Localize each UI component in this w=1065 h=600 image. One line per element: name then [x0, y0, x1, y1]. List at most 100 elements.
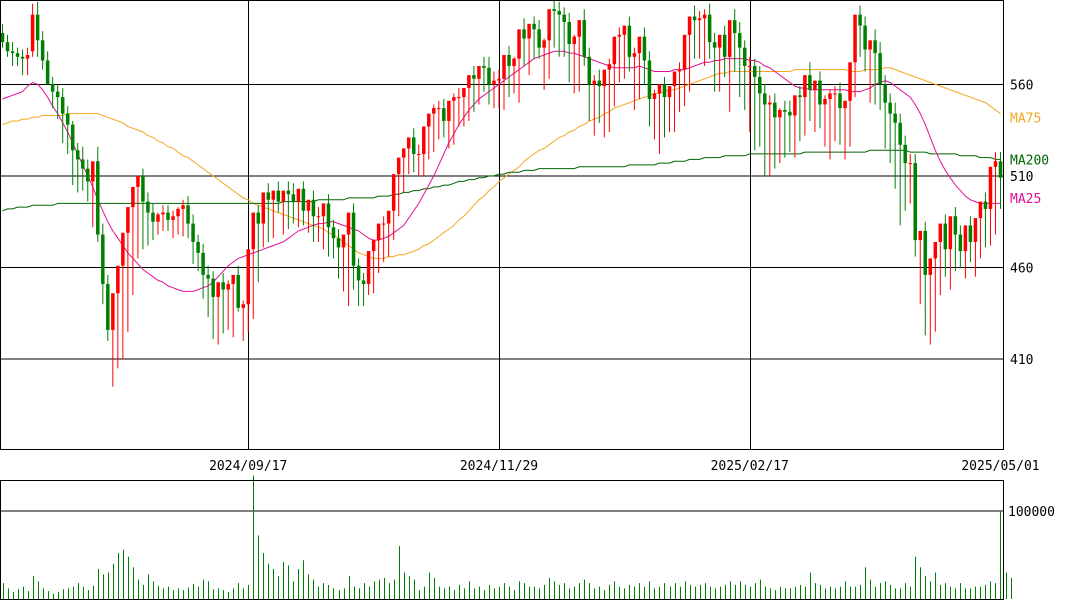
candle-body	[106, 284, 110, 330]
candle	[447, 100, 451, 149]
price-tick-label: 410	[1010, 353, 1033, 368]
candle	[928, 258, 933, 345]
candle-body	[286, 190, 291, 195]
candle	[291, 183, 296, 224]
candle-body	[35, 14, 40, 41]
candle-body	[221, 282, 225, 290]
candle	[166, 205, 170, 231]
candle-body	[146, 201, 150, 213]
candle	[201, 243, 205, 299]
candle-body	[291, 194, 296, 202]
candle-body	[753, 65, 757, 77]
candle-body	[216, 282, 220, 297]
candle-body	[572, 36, 576, 44]
candle-body	[557, 10, 561, 15]
legend-ma200: MA200	[1010, 153, 1049, 168]
candle-body	[316, 216, 321, 218]
candle-body	[843, 100, 847, 109]
candle	[657, 84, 662, 154]
candle-body	[993, 161, 998, 167]
candle	[632, 47, 637, 110]
candle-body	[86, 168, 90, 182]
candle-body	[101, 234, 105, 285]
candle-body	[261, 192, 266, 224]
candle	[602, 69, 607, 138]
candle	[366, 251, 371, 296]
candle	[627, 16, 632, 72]
candle-body	[517, 29, 521, 59]
candle-body	[637, 36, 642, 54]
candle	[517, 29, 521, 103]
candle	[116, 265, 120, 369]
candle-body	[396, 157, 401, 175]
candle	[286, 181, 291, 230]
candle	[998, 152, 1003, 209]
candle	[577, 20, 581, 92]
candle	[582, 9, 587, 66]
candle-body	[918, 230, 923, 241]
candle-body	[422, 126, 426, 154]
candle-body	[502, 54, 506, 79]
candle	[888, 93, 892, 164]
candle	[482, 56, 486, 92]
candle	[948, 216, 953, 290]
candle	[818, 71, 822, 129]
candle	[697, 10, 702, 59]
candle	[908, 153, 912, 204]
candle	[898, 113, 902, 226]
candle-body	[908, 163, 912, 165]
candle-body	[166, 212, 170, 220]
candle-body	[151, 212, 155, 222]
candle	[261, 192, 266, 248]
candle	[91, 161, 95, 228]
candle-body	[507, 54, 511, 66]
candle	[497, 69, 501, 109]
volume-bars	[3, 475, 1012, 599]
candle-body	[833, 93, 837, 95]
candle-body	[582, 20, 587, 57]
candle	[722, 25, 727, 77]
candle-body	[211, 278, 215, 297]
price-tick-label: 560	[1010, 78, 1033, 93]
candle-body	[386, 210, 391, 224]
candle-body	[577, 20, 581, 37]
candle	[45, 51, 50, 85]
date-tick-label: 2024/09/17	[209, 459, 287, 474]
candle-body	[40, 40, 45, 61]
candle	[472, 65, 476, 112]
candle-body	[20, 56, 25, 59]
candle-body	[411, 137, 416, 154]
candle-body	[868, 40, 872, 50]
candle-body	[10, 51, 15, 54]
candle	[512, 56, 516, 94]
candle	[883, 75, 887, 149]
candle	[101, 223, 105, 305]
candle	[773, 93, 777, 169]
candle	[361, 273, 366, 307]
candle	[507, 45, 511, 98]
candle	[457, 87, 461, 127]
candle	[96, 146, 100, 242]
candle-body	[131, 186, 135, 208]
candle-body	[692, 16, 697, 21]
candle	[20, 49, 25, 76]
candle	[401, 148, 406, 193]
candle	[572, 34, 576, 94]
candle-body	[472, 75, 476, 79]
candle-body	[878, 53, 882, 85]
candle-body	[141, 175, 145, 202]
candle-body	[281, 190, 286, 202]
candle	[763, 84, 767, 176]
candle-body	[271, 190, 276, 200]
candle-body	[617, 34, 622, 37]
candle-body	[251, 212, 256, 250]
candle-body	[45, 60, 50, 85]
candle-body	[958, 234, 963, 252]
volume-tick-label: 100000	[1008, 505, 1055, 520]
candle	[111, 293, 115, 387]
candle	[813, 80, 817, 132]
candle	[266, 183, 271, 242]
candle	[161, 205, 165, 231]
legend-ma75: MA75	[1010, 111, 1041, 126]
candle-body	[346, 212, 351, 235]
